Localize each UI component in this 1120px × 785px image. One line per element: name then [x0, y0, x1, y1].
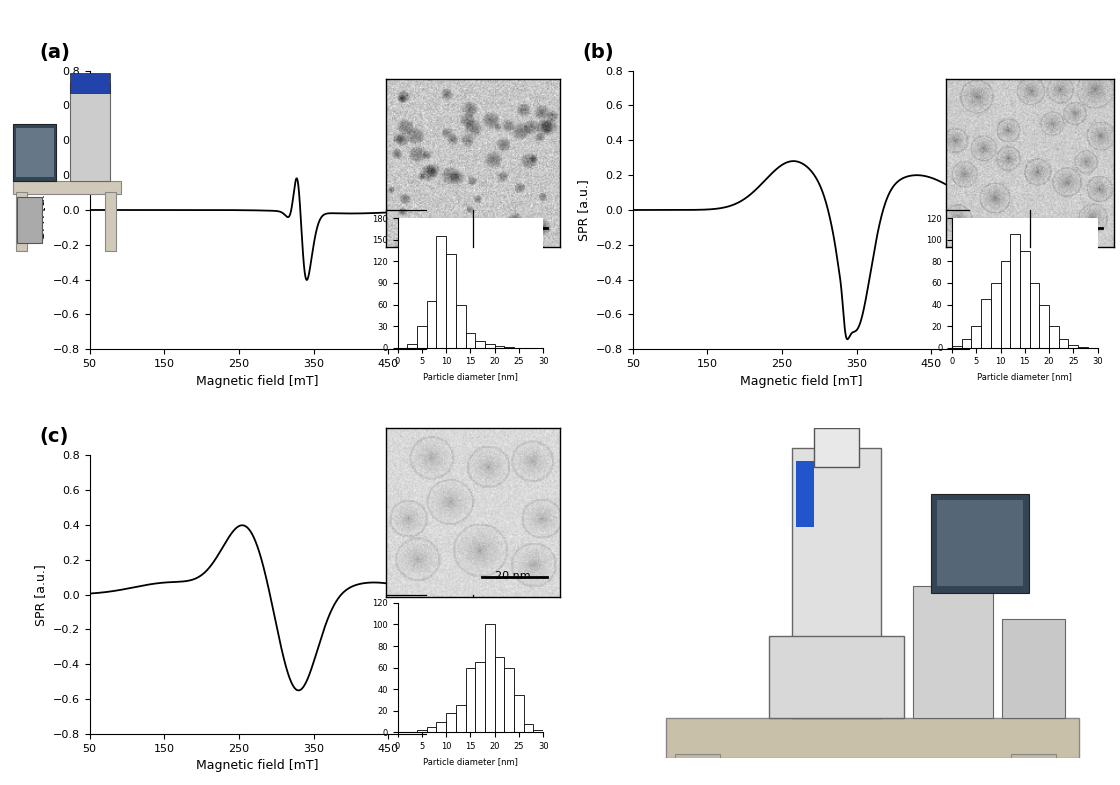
- Bar: [1068, 345, 1079, 348]
- Bar: [437, 721, 446, 732]
- Bar: [466, 667, 475, 732]
- Bar: [1002, 619, 1065, 718]
- X-axis label: Particle diameter [nm]: Particle diameter [nm]: [423, 372, 517, 381]
- X-axis label: Particle diameter [nm]: Particle diameter [nm]: [978, 372, 1072, 381]
- Bar: [792, 447, 881, 718]
- Bar: [417, 730, 427, 732]
- Bar: [427, 301, 437, 348]
- X-axis label: Particle diameter [nm]: Particle diameter [nm]: [423, 757, 517, 765]
- Text: 20 nm: 20 nm: [1052, 222, 1086, 232]
- Text: (b): (b): [582, 43, 614, 62]
- Bar: [666, 718, 1079, 758]
- Bar: [991, 283, 1000, 348]
- Bar: [1000, 261, 1010, 348]
- Y-axis label: SPR [a.u.]: SPR [a.u.]: [35, 564, 47, 626]
- Y-axis label: SPR [a.u]: SPR [a.u]: [35, 181, 47, 239]
- Bar: [533, 730, 543, 732]
- Bar: [408, 344, 417, 348]
- Bar: [495, 346, 504, 348]
- Bar: [1049, 326, 1058, 348]
- Bar: [18, 197, 41, 243]
- X-axis label: Magnetic field [mT]: Magnetic field [mT]: [196, 374, 319, 388]
- Bar: [514, 695, 524, 732]
- Bar: [1020, 250, 1029, 348]
- Bar: [937, 500, 1023, 586]
- Bar: [962, 339, 971, 348]
- Bar: [475, 341, 485, 348]
- Y-axis label: SPR [a.u.]: SPR [a.u.]: [578, 179, 590, 241]
- Bar: [1079, 347, 1088, 348]
- Bar: [13, 181, 121, 194]
- Bar: [485, 625, 495, 732]
- Bar: [796, 461, 814, 527]
- Bar: [13, 123, 56, 181]
- Bar: [1058, 339, 1068, 348]
- Bar: [446, 254, 456, 348]
- Text: (c): (c): [39, 427, 68, 447]
- X-axis label: Magnetic field [mT]: Magnetic field [mT]: [739, 374, 862, 388]
- Text: (a): (a): [39, 43, 71, 62]
- Bar: [456, 305, 466, 348]
- Bar: [1010, 235, 1020, 348]
- Bar: [456, 706, 466, 732]
- Bar: [105, 192, 115, 251]
- Bar: [1029, 283, 1039, 348]
- Bar: [931, 494, 1029, 593]
- Text: 20 nm: 20 nm: [495, 571, 531, 582]
- Bar: [466, 334, 475, 348]
- Bar: [981, 299, 991, 348]
- Bar: [437, 236, 446, 348]
- Bar: [952, 345, 962, 348]
- Bar: [69, 73, 110, 93]
- X-axis label: Magnetic field [mT]: Magnetic field [mT]: [196, 759, 319, 772]
- Bar: [16, 192, 27, 251]
- Bar: [417, 326, 427, 348]
- Bar: [427, 727, 437, 732]
- Bar: [1011, 754, 1056, 785]
- Bar: [485, 344, 495, 348]
- Bar: [524, 724, 533, 732]
- Bar: [69, 82, 110, 181]
- Bar: [475, 663, 485, 732]
- Bar: [1039, 305, 1049, 348]
- Bar: [16, 129, 54, 177]
- Bar: [971, 326, 981, 348]
- Bar: [446, 713, 456, 732]
- Text: 20 nm: 20 nm: [495, 222, 531, 232]
- Bar: [769, 636, 904, 718]
- Bar: [675, 754, 720, 785]
- Bar: [504, 667, 514, 732]
- Bar: [495, 657, 504, 732]
- Bar: [814, 428, 859, 467]
- Bar: [913, 586, 993, 718]
